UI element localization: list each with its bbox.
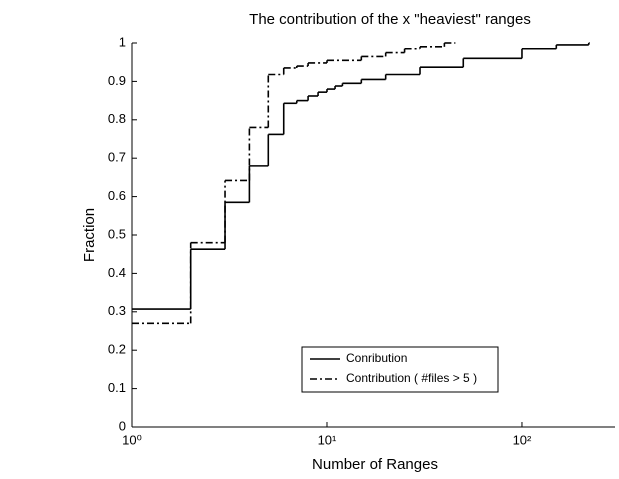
y-tick-label: 0.2 (108, 342, 126, 357)
legend-label: Contribution ( #files > 5 ) (346, 371, 477, 385)
y-tick-label: 0.9 (108, 73, 126, 88)
y-tick-label: 0.5 (108, 226, 126, 241)
y-tick-label: 0.4 (108, 265, 126, 280)
y-tick-label: 1 (119, 34, 126, 49)
legend-label: Conribution (346, 351, 407, 365)
chart-title: The contribution of the x "heaviest" ran… (249, 11, 531, 28)
y-tick-label: 0.6 (108, 188, 126, 203)
x-tick-label: 10² (513, 432, 532, 447)
y-tick-label: 0.1 (108, 380, 126, 395)
y-tick-label: 0.3 (108, 303, 126, 318)
legend-box (301, 346, 499, 393)
x-axis-label: Number of Ranges (312, 456, 438, 473)
y-tick-label: 0 (119, 418, 126, 433)
y-axis-label: Fraction (81, 208, 98, 262)
x-tick-label: 10¹ (318, 432, 337, 447)
y-tick-label: 0.7 (108, 150, 126, 165)
y-tick-label: 0.8 (108, 111, 126, 126)
x-tick-label: 10⁰ (122, 432, 142, 447)
